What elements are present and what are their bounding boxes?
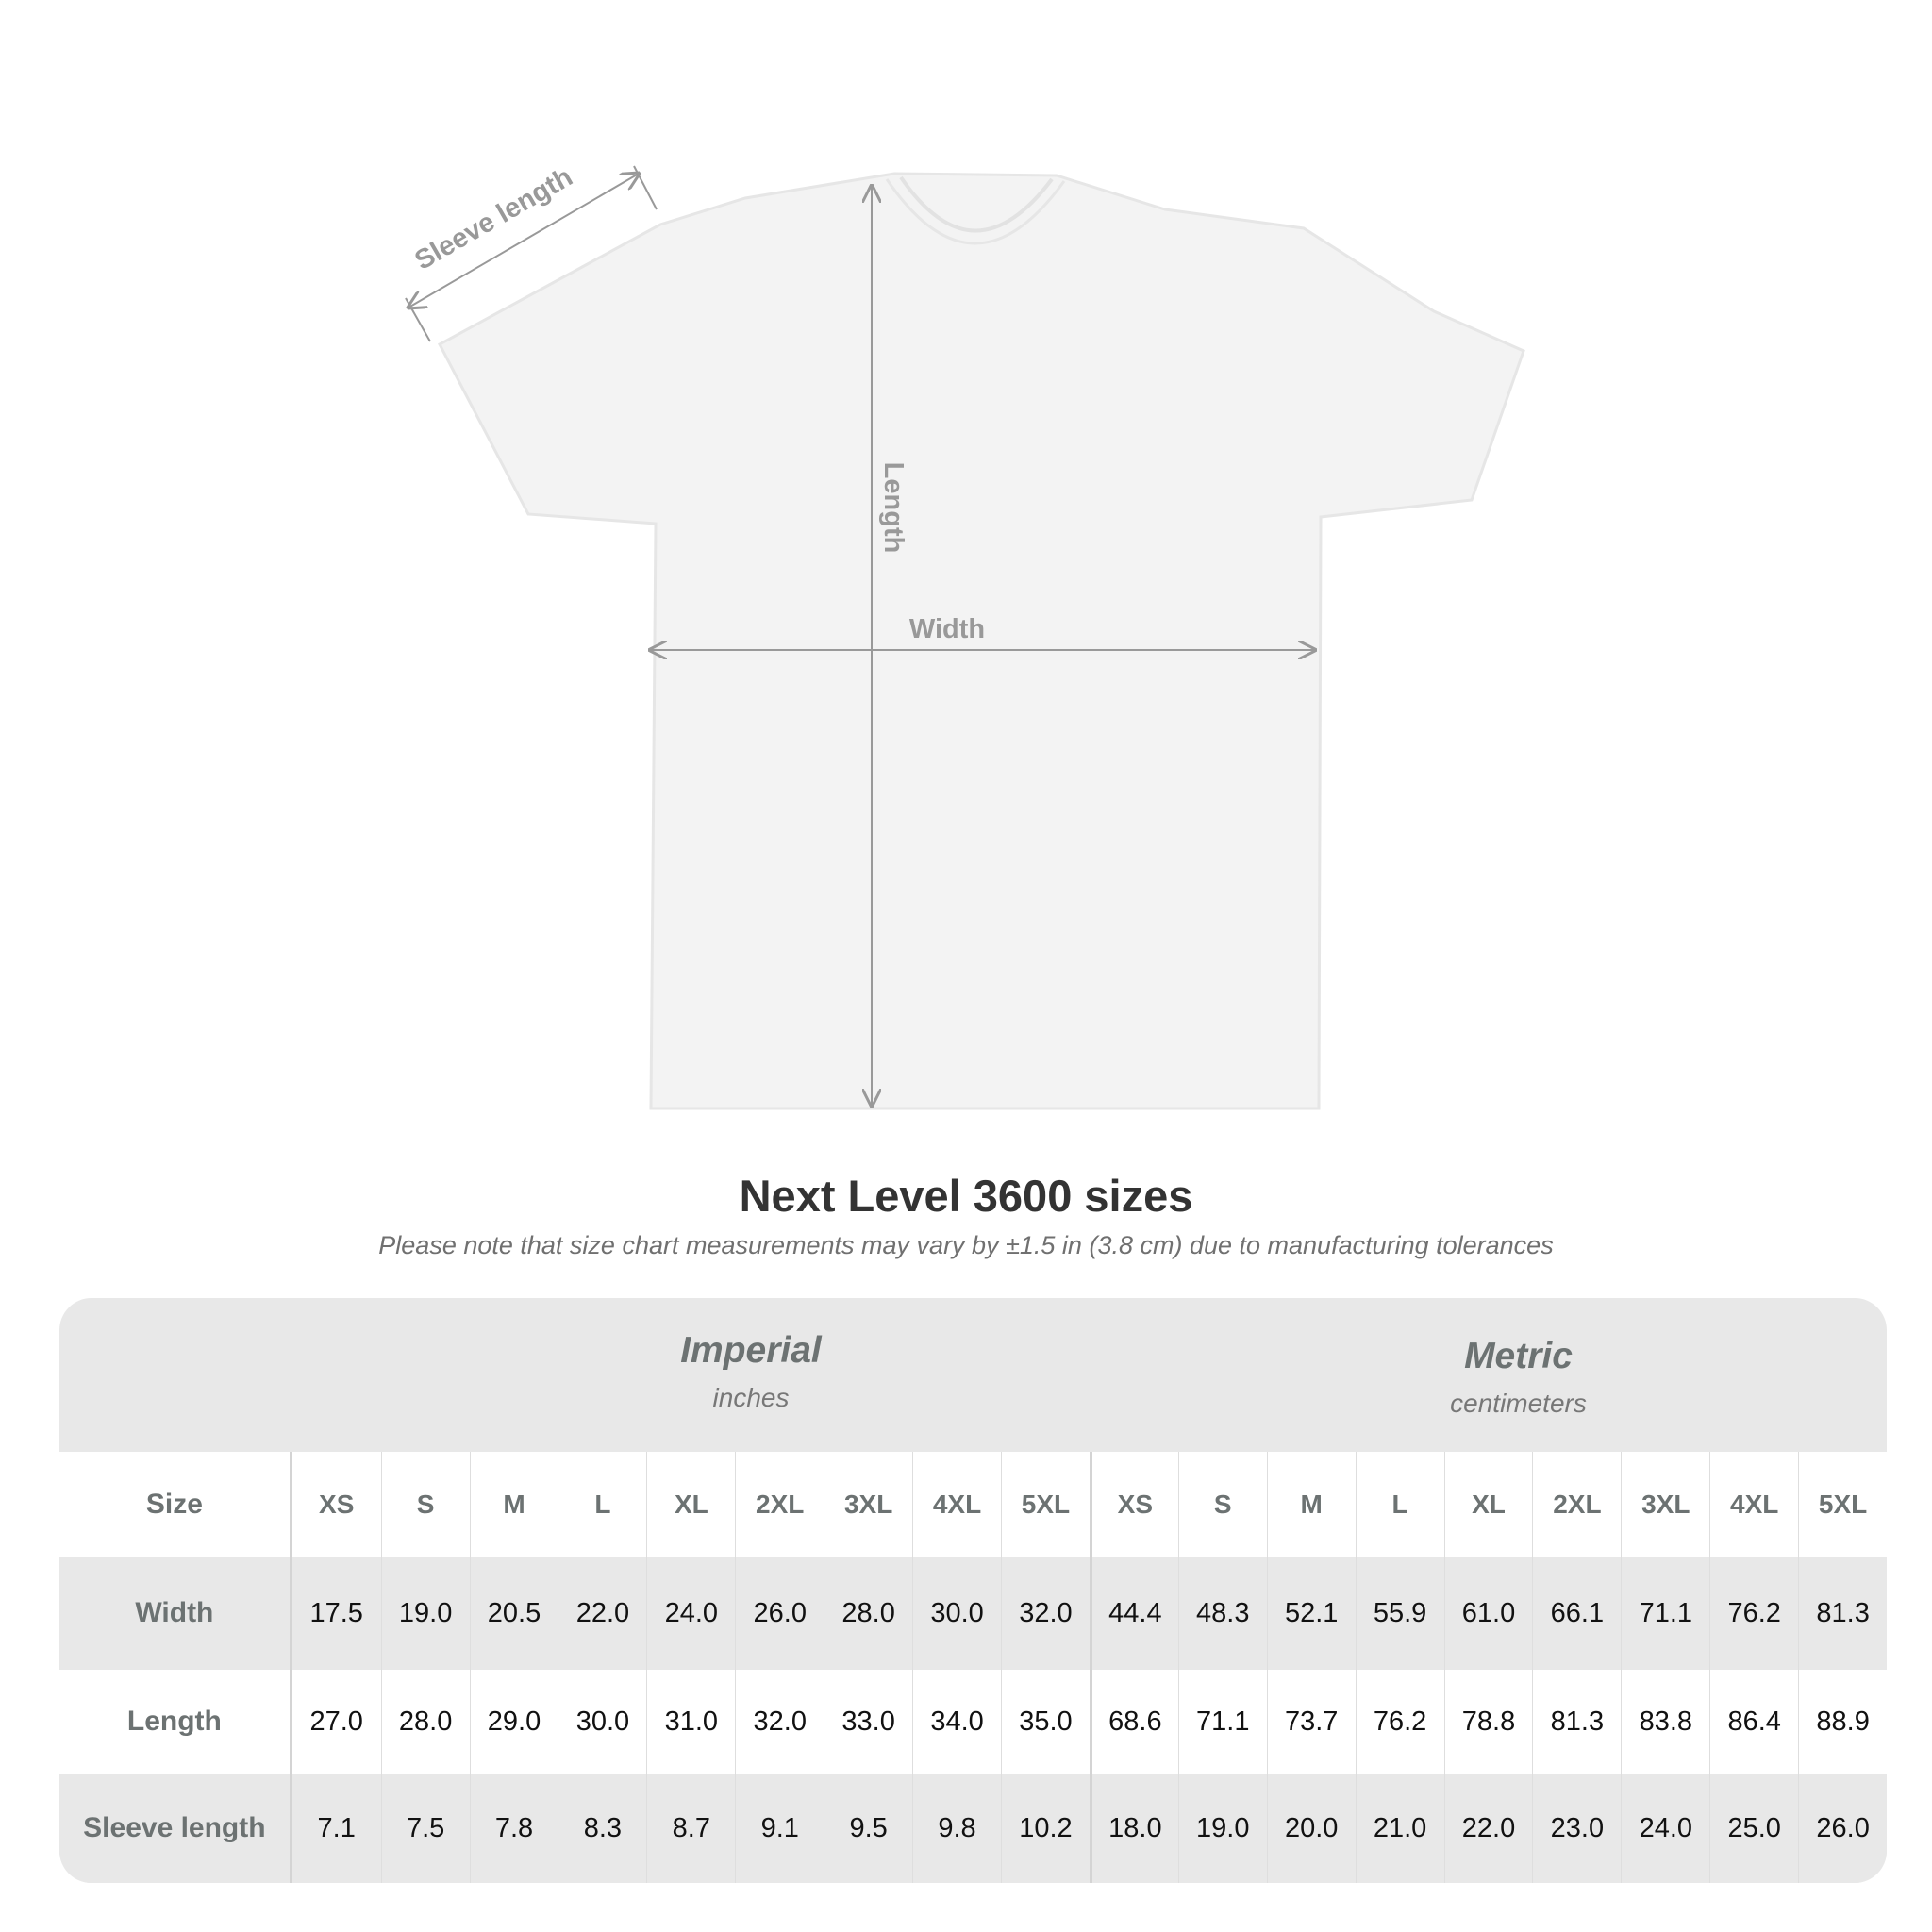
imperial-value-cell: 24.0 — [646, 1557, 735, 1670]
page-title: Next Level 3600 sizes — [739, 1171, 1193, 1221]
row-label: Width — [59, 1557, 292, 1670]
imperial-value-cell: 7.1 — [317, 1812, 356, 1843]
tolerance-note: Please note that size chart measurements… — [378, 1231, 1554, 1259]
metric-value-cell: 66.1 — [1532, 1557, 1621, 1670]
imperial-value-cell: 32.0 — [1001, 1557, 1090, 1670]
sleeve-length-label: Sleeve length — [410, 162, 578, 276]
metric-value-cell: 22.0 — [1443, 1774, 1533, 1883]
imperial-value-cell: 19.0 — [380, 1557, 470, 1670]
imperial-value-cell: 28.0 — [380, 1670, 470, 1774]
table-row: Length 27.0 28.0 29.0 30.0 31.0 32.0 33.0 34.0 35… — [59, 1670, 1887, 1774]
metric-value-cell: 52.1 — [1266, 1557, 1356, 1670]
imperial-value-cell: 30.0 — [912, 1557, 1001, 1670]
metric-value-cell: 26.0 — [1798, 1774, 1887, 1883]
imperial-value-cell: 33.0 — [824, 1670, 912, 1774]
metric-value-cell: 83.8 — [1621, 1670, 1709, 1774]
metric-size-header: XL — [1443, 1452, 1533, 1557]
imperial-value-cell: 22.0 — [558, 1557, 646, 1670]
sleeve-measure-line — [408, 174, 639, 308]
metric-value-cell: 21.0 — [1355, 1774, 1444, 1883]
imperial-title: Imperial — [680, 1330, 822, 1371]
metric-value-cell: 81.3 — [1532, 1670, 1621, 1774]
metric-value-cell: 61.0 — [1443, 1557, 1533, 1670]
imperial-value-cell: 26.0 — [735, 1557, 824, 1670]
imperial-value-cell: 27.0 — [309, 1706, 363, 1737]
imperial-unit: inches — [712, 1383, 790, 1412]
imperial-value-cell: 29.0 — [469, 1670, 558, 1774]
row-label: Length — [59, 1670, 292, 1774]
metric-size-header: 5XL — [1798, 1452, 1887, 1557]
tshirt-measurement-diagram: Sleeve length Length Width — [0, 162, 1525, 1110]
metric-value-cell: 73.7 — [1266, 1670, 1356, 1774]
table-row: Width 17.5 19.0 20.5 22.0 24.0 26.0 28.0 30.0 32.… — [59, 1557, 1887, 1670]
metric-value-cell: 48.3 — [1177, 1557, 1267, 1670]
metric-header: Metric centimeters — [1150, 1298, 1887, 1452]
imperial-size-header: 2XL — [735, 1452, 824, 1557]
imperial-size-header: S — [380, 1452, 470, 1557]
imperial-size-header: XL — [646, 1452, 735, 1557]
imperial-value-cell: 9.8 — [912, 1774, 1001, 1883]
metric-title: Metric — [1464, 1336, 1573, 1376]
imperial-value-cell: 9.5 — [824, 1774, 912, 1883]
metric-value-cell: 24.0 — [1621, 1774, 1709, 1883]
imperial-value-cell: 7.8 — [469, 1774, 558, 1883]
metric-size-header: L — [1355, 1452, 1444, 1557]
width-label: Width — [909, 614, 985, 644]
metric-size-header: 2XL — [1532, 1452, 1621, 1557]
imperial-value-cell: 9.1 — [735, 1774, 824, 1883]
metric-value-cell: 18.0 — [1089, 1774, 1178, 1883]
metric-value-cell: 76.2 — [1709, 1557, 1798, 1670]
metric-value-cell: 44.4 — [1089, 1557, 1178, 1670]
imperial-size-header: 5XL — [1001, 1452, 1090, 1557]
imperial-value-cell: 8.7 — [646, 1774, 735, 1883]
metric-value-cell: 71.1 — [1621, 1557, 1709, 1670]
imperial-size-header: M — [469, 1452, 558, 1557]
imperial-value-cell: 35.0 — [1001, 1670, 1090, 1774]
metric-size-header: XS — [1089, 1452, 1178, 1557]
length-label: Length — [878, 462, 908, 554]
imperial-value-cell: 28.0 — [824, 1557, 912, 1670]
imperial-value-cell: 20.5 — [469, 1557, 558, 1670]
imperial-value-cell: 30.0 — [558, 1670, 646, 1774]
metric-size-header: M — [1266, 1452, 1356, 1557]
imperial-value-cell: 10.2 — [1001, 1774, 1090, 1883]
imperial-value-cell: 8.3 — [558, 1774, 646, 1883]
metric-value-cell: 55.9 — [1355, 1557, 1444, 1670]
metric-value-cell: 25.0 — [1709, 1774, 1798, 1883]
metric-value-cell: 86.4 — [1709, 1670, 1798, 1774]
metric-value-cell: 20.0 — [1266, 1774, 1356, 1883]
imperial-size-header: XS — [319, 1489, 355, 1519]
imperial-size-header: 4XL — [912, 1452, 1001, 1557]
metric-value-cell: 81.3 — [1798, 1557, 1887, 1670]
imperial-value-cell: 34.0 — [912, 1670, 1001, 1774]
metric-unit: centimeters — [1450, 1389, 1587, 1418]
imperial-value-cell: 31.0 — [646, 1670, 735, 1774]
metric-size-header: S — [1177, 1452, 1267, 1557]
row-label: Sleeve length — [59, 1774, 292, 1883]
row-label: Size — [59, 1452, 292, 1557]
metric-size-header: 4XL — [1709, 1452, 1798, 1557]
metric-value-cell: 23.0 — [1532, 1774, 1621, 1883]
metric-size-header: 3XL — [1621, 1452, 1709, 1557]
imperial-size-header: 3XL — [824, 1452, 912, 1557]
metric-value-cell: 71.1 — [1177, 1670, 1267, 1774]
imperial-value-cell: 17.5 — [309, 1597, 363, 1628]
table-row: Sleeve length 7.1 7.5 7.8 8.3 8.7 9.1 9.5 9.8 10.… — [59, 1774, 1887, 1883]
metric-value-cell: 68.6 — [1089, 1670, 1178, 1774]
metric-value-cell: 88.9 — [1798, 1670, 1887, 1774]
imperial-size-header: L — [558, 1452, 646, 1557]
imperial-header: Imperial inches — [352, 1298, 1150, 1452]
imperial-value-cell: 32.0 — [735, 1670, 824, 1774]
size-header-row: Size XS S M L XL 2XL 3XL 4XL 5XL XS S M L XL 2XL 3XL 4XL 5… — [59, 1452, 1887, 1557]
metric-value-cell: 19.0 — [1177, 1774, 1267, 1883]
size-table: Imperial inches Metric centimeters Size X… — [59, 1298, 1887, 1883]
metric-value-cell: 78.8 — [1443, 1670, 1533, 1774]
metric-value-cell: 76.2 — [1355, 1670, 1444, 1774]
imperial-value-cell: 7.5 — [380, 1774, 470, 1883]
